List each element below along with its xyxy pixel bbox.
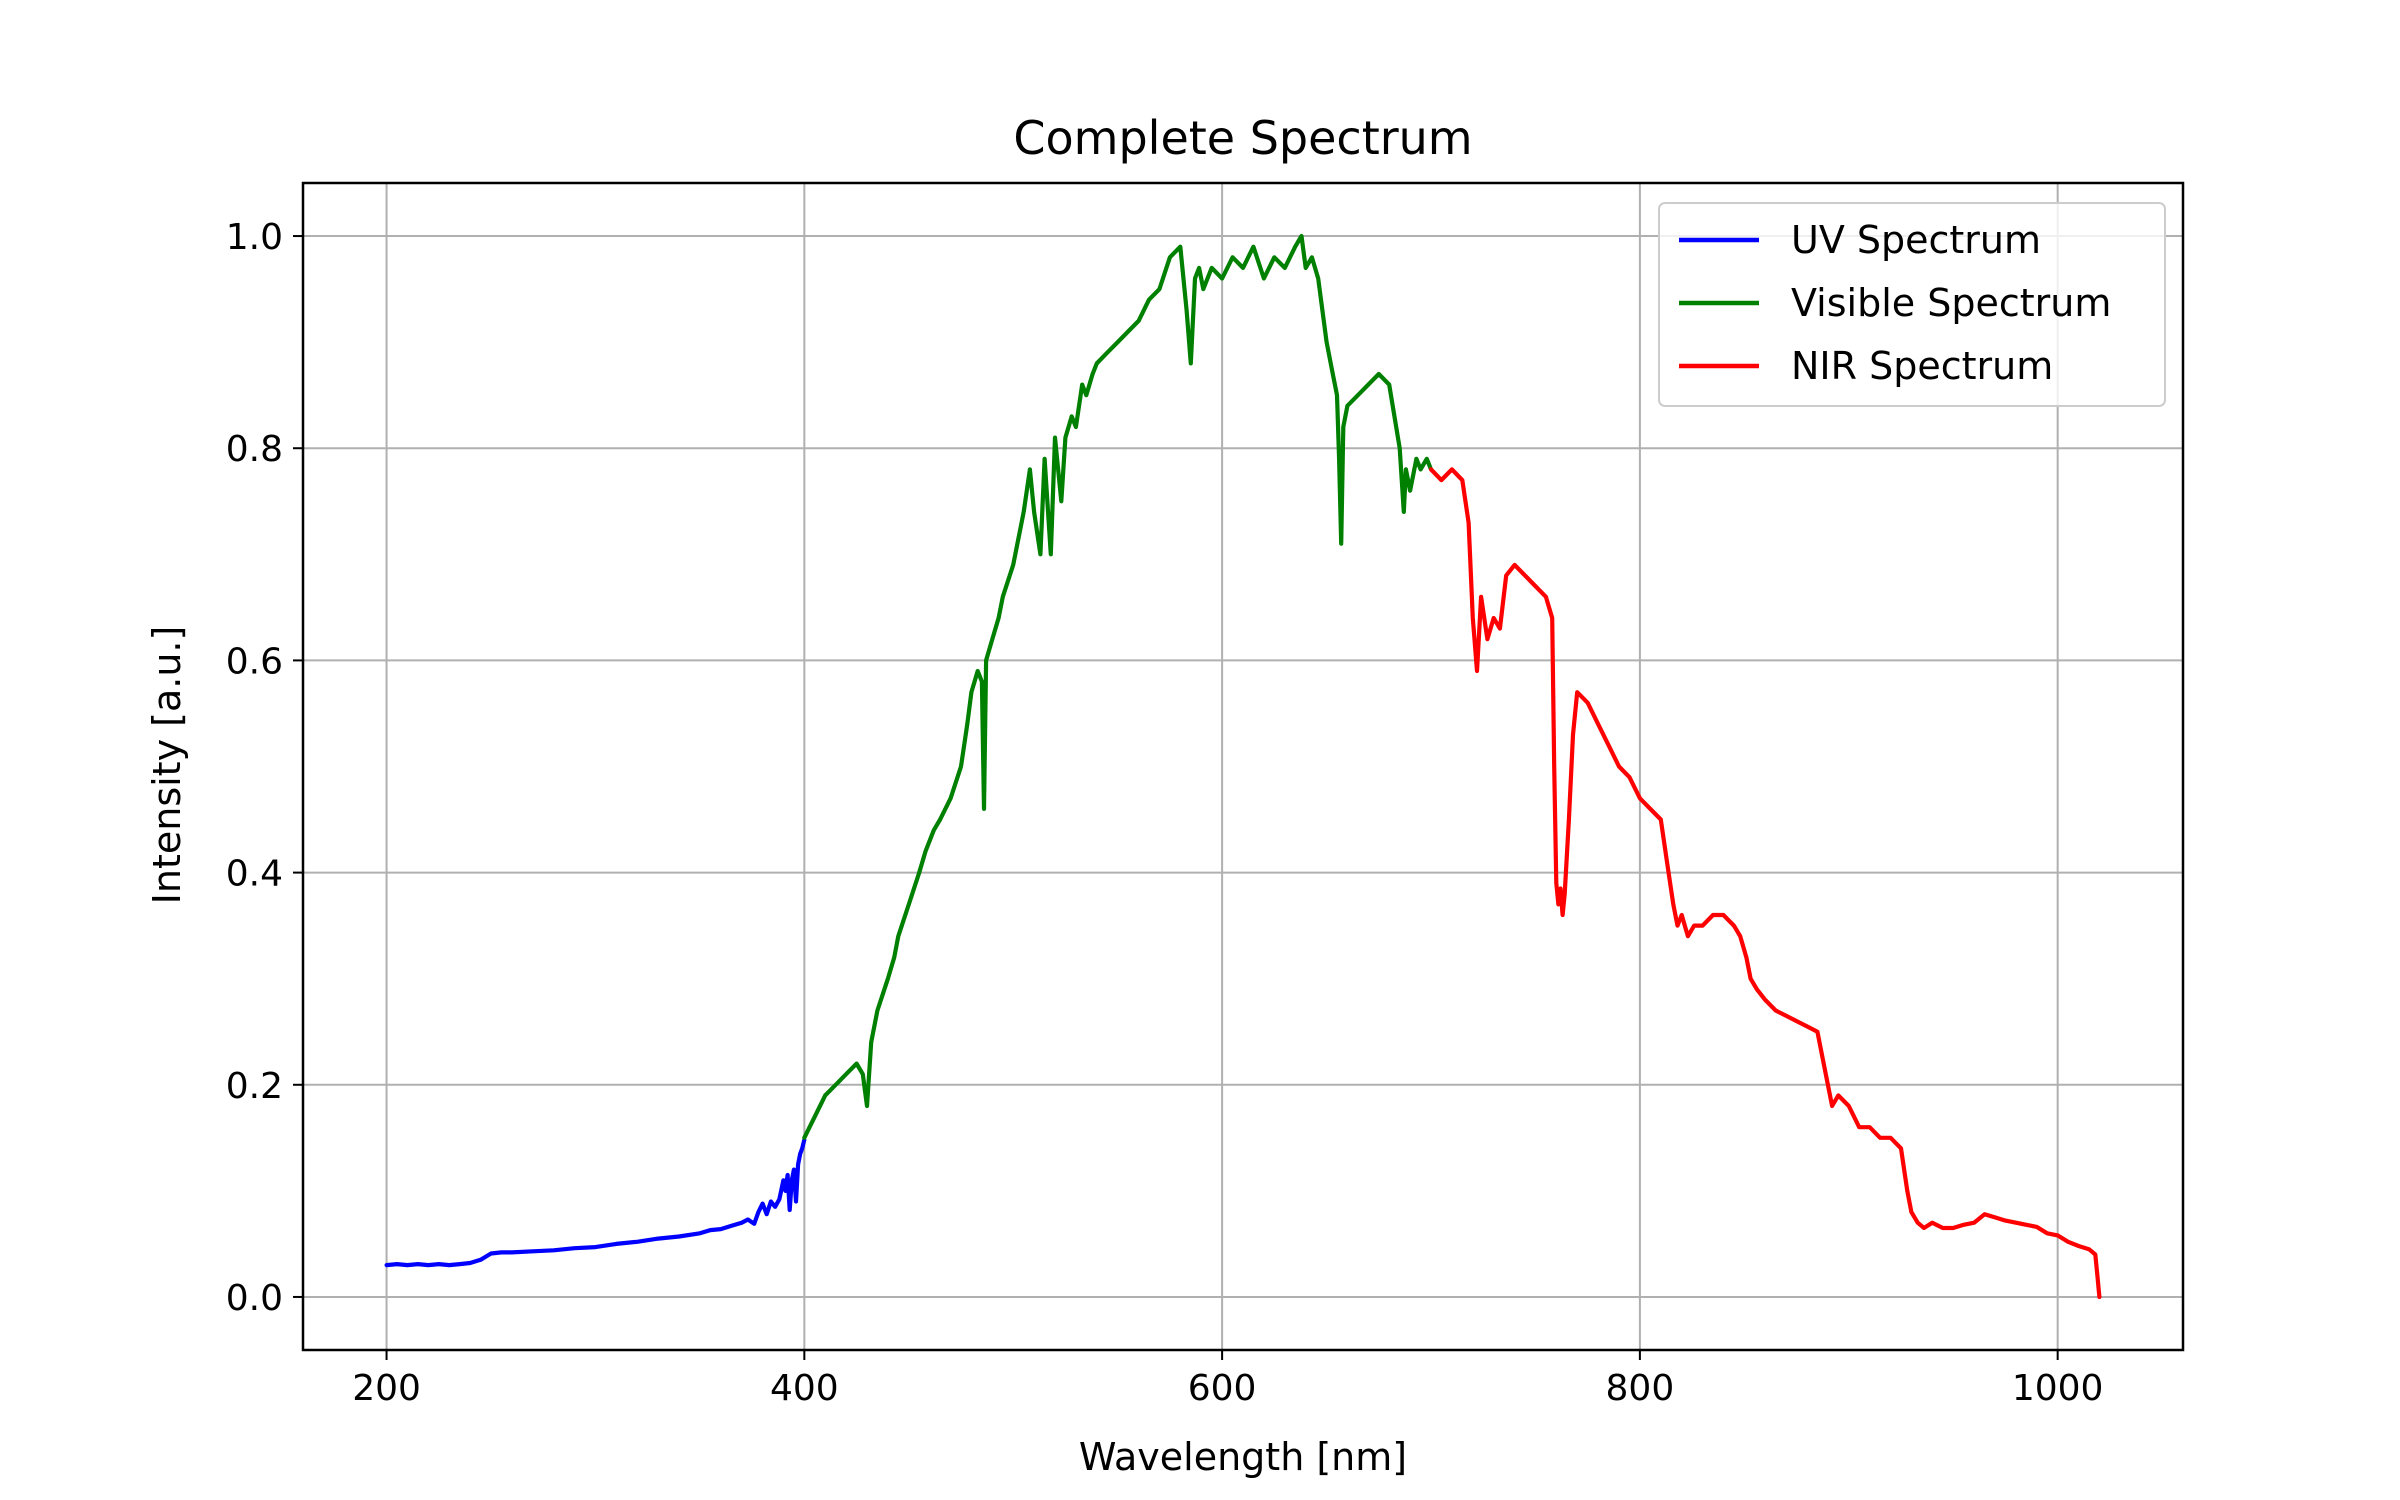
legend-box xyxy=(1658,202,2166,407)
y-axis-label: Intensity [a.u.] xyxy=(145,626,189,905)
y-tick-label: 1.0 xyxy=(226,217,283,258)
legend: UV Spectrum Visible Spectrum NIR Spectrum xyxy=(1658,202,2166,407)
legend-label: NIR Spectrum xyxy=(1791,344,2053,388)
x-tick-label: 600 xyxy=(1188,1368,1257,1409)
series-line-2 xyxy=(1428,467,2102,1300)
x-axis-label: Wavelength [nm] xyxy=(1079,1435,1407,1479)
series-layer xyxy=(384,233,2102,1300)
x-tick-label: 400 xyxy=(770,1368,839,1409)
series-line-0 xyxy=(384,1137,807,1268)
y-tick-label: 0.8 xyxy=(226,429,283,470)
y-tick-label: 0.4 xyxy=(226,854,283,895)
x-axis: 200 400 600 800 1000 xyxy=(352,1350,2103,1409)
x-tick-label: 1000 xyxy=(2012,1368,2104,1409)
y-tick-label: 0.6 xyxy=(226,641,283,682)
chart-title: Complete Spectrum xyxy=(1013,111,1472,165)
y-tick-label: 0.0 xyxy=(226,1278,283,1319)
plot-frame xyxy=(301,181,2185,1352)
x-tick-label: 200 xyxy=(352,1368,421,1409)
y-tick-label: 0.2 xyxy=(226,1066,283,1107)
y-axis: 0.0 0.2 0.4 0.6 0.8 1.0 xyxy=(226,217,303,1319)
series-line-1 xyxy=(802,233,1434,1140)
x-tick-label: 800 xyxy=(1606,1368,1675,1409)
legend-label: Visible Spectrum xyxy=(1791,281,2111,325)
legend-label: UV Spectrum xyxy=(1791,218,2041,262)
grid xyxy=(303,183,2183,1350)
